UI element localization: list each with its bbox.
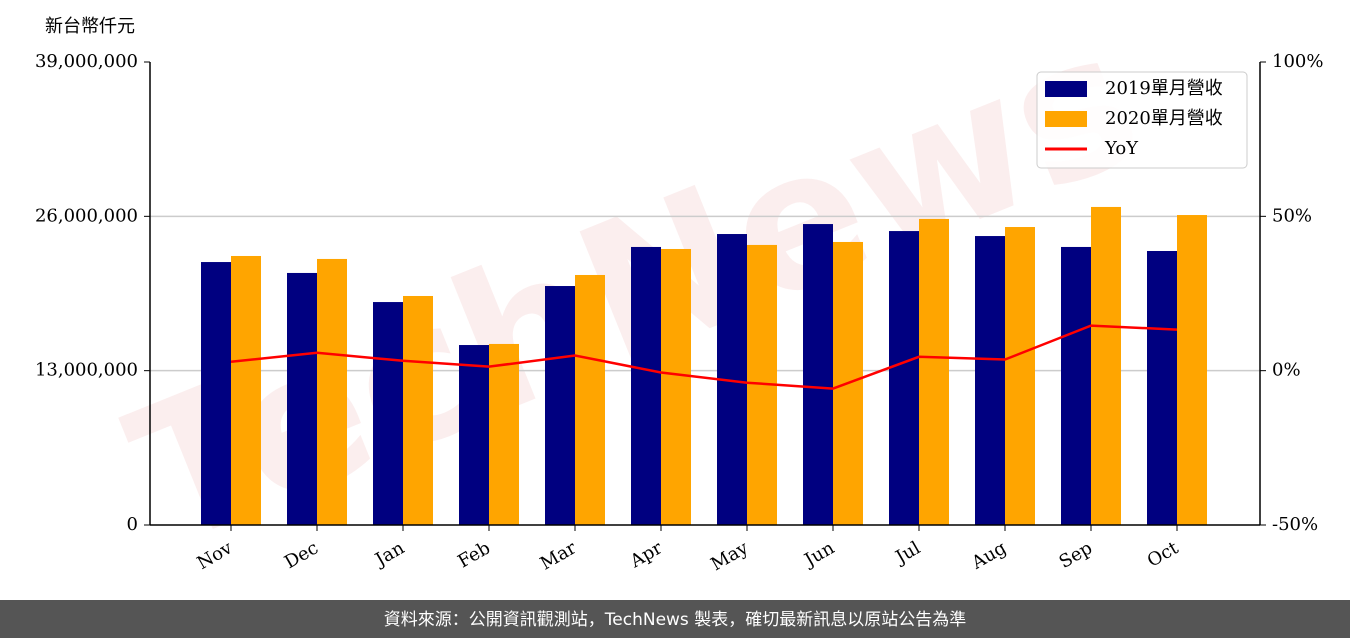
bar <box>575 274 605 525</box>
bar <box>1091 206 1121 525</box>
bar <box>373 302 403 525</box>
bar <box>919 218 949 525</box>
x-tick-label: Feb <box>454 537 494 572</box>
legend-swatch <box>1045 111 1087 127</box>
bar <box>889 231 919 525</box>
bar <box>1061 246 1091 525</box>
y-tick-label: 26,000,000 <box>35 205 138 226</box>
bar <box>1177 215 1207 525</box>
y2-tick-label: 50% <box>1272 205 1312 226</box>
bar <box>489 343 519 525</box>
legend-label: 2019單月營收 <box>1105 78 1223 99</box>
bar <box>317 258 347 525</box>
y2-tick-label: 100% <box>1272 51 1323 72</box>
legend-swatch <box>1045 81 1087 97</box>
x-tick-label: Apr <box>626 537 666 572</box>
x-tick-label: May <box>707 537 752 575</box>
bar <box>631 246 661 525</box>
x-tick-label: Jul <box>890 537 924 569</box>
bar <box>201 262 231 525</box>
bar <box>231 255 261 526</box>
line <box>230 324 1178 390</box>
bar <box>403 295 433 525</box>
bar <box>1147 250 1177 526</box>
y2-tick-label: 0% <box>1272 360 1301 381</box>
legend-label: 2020單月營收 <box>1105 108 1223 129</box>
unit-label: 新台幣仟元 <box>45 16 135 37</box>
y-tick-label: 39,000,000 <box>35 51 138 72</box>
y-tick-label: 0 <box>127 514 138 535</box>
y-tick-label: 13,000,000 <box>35 360 138 381</box>
x-tick-label: Aug <box>967 537 1010 574</box>
legend-label: YoY <box>1104 138 1139 159</box>
footer: 資料來源：公開資訊觀測站，TechNews 製表，確切最新訊息以原站公告為準 <box>384 610 966 630</box>
x-tick-label: Mar <box>537 537 581 574</box>
x-tick-label: Sep <box>1056 537 1096 572</box>
bar <box>459 345 489 525</box>
bar <box>1005 227 1035 525</box>
footer-bar <box>0 600 1350 638</box>
bar <box>545 286 575 525</box>
x-tick-label: Jan <box>370 537 408 571</box>
x-tick-label: Jun <box>799 537 838 572</box>
bar <box>661 248 691 525</box>
bar <box>287 272 317 525</box>
bar <box>975 236 1005 525</box>
y2-tick-label: -50% <box>1272 514 1318 535</box>
x-tick-label: Oct <box>1144 537 1183 572</box>
legend-box <box>1036 71 1248 169</box>
bar <box>803 224 833 526</box>
